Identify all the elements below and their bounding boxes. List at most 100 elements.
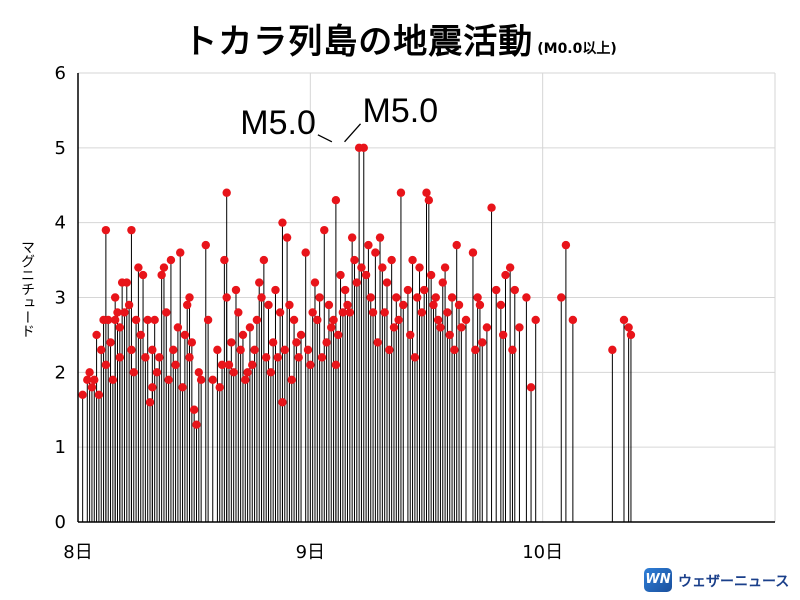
y-tick-label: 4 — [55, 213, 66, 234]
data-point — [120, 308, 129, 317]
callout-leader-left — [317, 134, 333, 143]
data-point — [201, 240, 210, 250]
callouts: M5.0 M5.0 — [240, 92, 438, 143]
data-point — [320, 225, 329, 235]
data-point — [415, 263, 424, 272]
data-point — [301, 248, 310, 257]
data-point — [192, 420, 201, 429]
data-point — [136, 330, 145, 340]
data-point — [473, 293, 482, 302]
points — [78, 143, 636, 429]
data-point — [406, 330, 415, 340]
data-point — [234, 308, 243, 317]
data-point — [115, 323, 125, 332]
title-main: トカラ列島の地震活動 — [183, 22, 534, 62]
data-point — [371, 248, 380, 257]
data-point — [331, 360, 341, 370]
data-point — [433, 315, 443, 325]
data-point — [315, 293, 324, 302]
data-point — [241, 375, 250, 385]
data-point — [454, 300, 464, 310]
data-point — [215, 383, 224, 392]
data-point — [468, 248, 478, 257]
data-point — [213, 345, 222, 355]
data-point — [141, 353, 150, 362]
logo-badge: WN — [644, 568, 672, 592]
data-point — [275, 308, 285, 317]
data-point — [359, 143, 368, 153]
data-point — [424, 196, 434, 205]
data-point — [108, 375, 118, 385]
data-point — [110, 315, 120, 325]
data-point — [104, 315, 113, 325]
axes: 0 1 2 3 4 5 6 8日 9日 10日 — [55, 63, 775, 563]
data-point — [185, 353, 194, 362]
data-point — [426, 270, 436, 280]
data-point — [159, 263, 169, 272]
data-point — [148, 383, 157, 392]
data-point — [264, 300, 273, 310]
data-point — [83, 375, 92, 385]
data-point — [403, 285, 413, 295]
data-point — [138, 270, 148, 280]
data-point — [317, 353, 327, 362]
data-point — [399, 300, 408, 310]
data-point — [78, 390, 87, 399]
data-point — [90, 375, 99, 385]
data-point — [194, 368, 204, 377]
data-point — [510, 285, 519, 295]
data-point — [505, 263, 515, 272]
data-point — [285, 300, 294, 310]
data-point — [176, 248, 185, 257]
data-point — [340, 285, 350, 295]
data-point — [182, 300, 192, 310]
y-tick-label: 1 — [55, 437, 66, 458]
data-point — [526, 383, 536, 392]
data-point — [471, 345, 480, 355]
stems — [82, 147, 632, 522]
data-point — [238, 330, 248, 340]
data-point — [166, 255, 176, 265]
data-point — [308, 308, 317, 317]
data-point — [224, 360, 234, 370]
y-tick-label: 5 — [55, 138, 66, 159]
data-point — [106, 338, 115, 347]
data-point — [145, 398, 155, 407]
data-point — [94, 390, 104, 399]
data-point — [429, 300, 438, 310]
data-point — [113, 308, 122, 317]
data-point — [608, 345, 617, 355]
y-tick-label: 3 — [55, 288, 66, 309]
data-point — [222, 293, 231, 302]
data-point — [217, 360, 227, 370]
data-point — [271, 285, 280, 295]
data-point — [152, 368, 162, 377]
data-point — [440, 263, 450, 272]
data-point — [392, 293, 401, 302]
data-point — [443, 308, 452, 317]
data-point — [492, 285, 501, 295]
data-point — [364, 240, 373, 250]
data-point — [350, 255, 359, 265]
data-point — [324, 300, 334, 310]
data-point — [373, 338, 382, 347]
data-point — [101, 225, 111, 235]
data-point — [280, 345, 289, 355]
data-point — [124, 300, 134, 310]
weathernews-logo: WN ウェザーニュース — [644, 564, 794, 596]
data-point — [187, 338, 197, 347]
data-point — [287, 375, 296, 385]
data-point — [294, 353, 303, 362]
data-point — [268, 338, 278, 347]
data-point — [417, 308, 427, 317]
data-point — [619, 315, 629, 325]
data-point — [419, 285, 429, 295]
data-point — [387, 255, 396, 265]
data-point — [343, 300, 352, 310]
data-point — [352, 278, 361, 287]
data-point — [131, 315, 141, 325]
data-point — [289, 315, 299, 325]
data-point — [87, 383, 97, 392]
data-point — [478, 338, 487, 347]
data-point — [626, 330, 636, 340]
